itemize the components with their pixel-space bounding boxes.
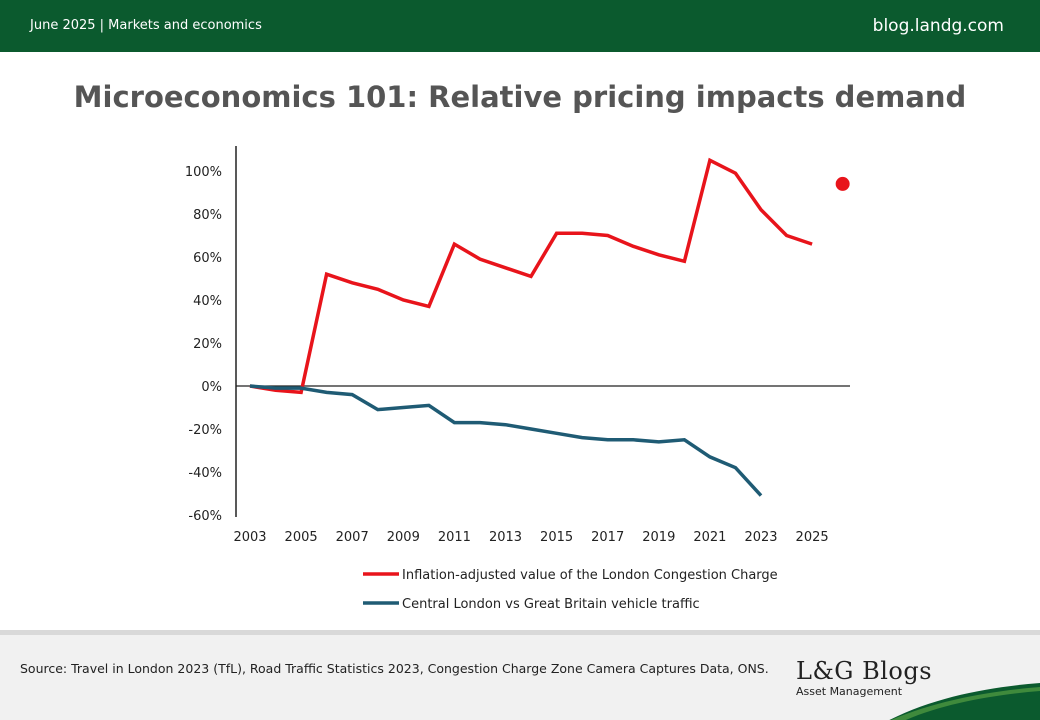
- x-tick-label: 2015: [540, 530, 573, 545]
- logo-brand-text: L&G Blogs: [796, 657, 933, 685]
- y-tick-label: 20%: [193, 337, 222, 352]
- x-tick-label: 2017: [591, 530, 624, 545]
- y-tick-label: 100%: [185, 165, 222, 180]
- x-tick-label: 2025: [796, 530, 829, 545]
- x-tick-label: 2009: [387, 530, 420, 545]
- x-tick-label: 2021: [693, 530, 726, 545]
- source-note: Source: Travel in London 2023 (TfL), Roa…: [20, 661, 769, 676]
- y-tick-label: -20%: [188, 423, 222, 438]
- header-date-category: June 2025 | Markets and economics: [30, 18, 262, 33]
- brand-swoosh-decoration: [889, 683, 1040, 720]
- x-tick-label: 2003: [233, 530, 266, 545]
- x-tick-label: 2019: [642, 530, 675, 545]
- x-tick-label: 2011: [438, 530, 471, 545]
- y-tick-label: -60%: [188, 509, 222, 524]
- brand-logo: L&G Blogs Asset Management: [796, 657, 932, 698]
- y-tick-label: 40%: [193, 294, 222, 309]
- series-line-2: [249, 384, 763, 497]
- x-tick-label: 2007: [336, 530, 369, 545]
- legend-label-1: Inflation-adjusted value of the London C…: [402, 568, 778, 583]
- highlight-point: [835, 176, 850, 191]
- y-tick-label: 60%: [193, 251, 222, 266]
- x-tick-label: 2013: [489, 530, 522, 545]
- header-bar: June 2025 | Markets and economics blog.l…: [0, 0, 1040, 52]
- line-chart: -60% -40% -20% 0% 20% 40% 60% 80% 100% 2003 2005 20…: [185, 146, 850, 612]
- footer: Source: Travel in London 2023 (TfL), Roa…: [0, 630, 1040, 720]
- legend-label-2: Central London vs Great Britain vehicle …: [402, 597, 700, 612]
- x-tick-label: 2023: [744, 530, 777, 545]
- header-site-link[interactable]: blog.landg.com: [872, 16, 1004, 36]
- y-tick-label: 80%: [193, 208, 222, 223]
- y-tick-label: -40%: [188, 466, 222, 481]
- series-line-1: [249, 157, 813, 395]
- swoosh-light: [891, 687, 1040, 720]
- logo-subtitle: Asset Management: [796, 685, 903, 698]
- chart-title: Microeconomics 101: Relative pricing imp…: [73, 80, 967, 114]
- x-tick-label: 2005: [285, 530, 318, 545]
- y-tick-label: 0%: [201, 380, 222, 395]
